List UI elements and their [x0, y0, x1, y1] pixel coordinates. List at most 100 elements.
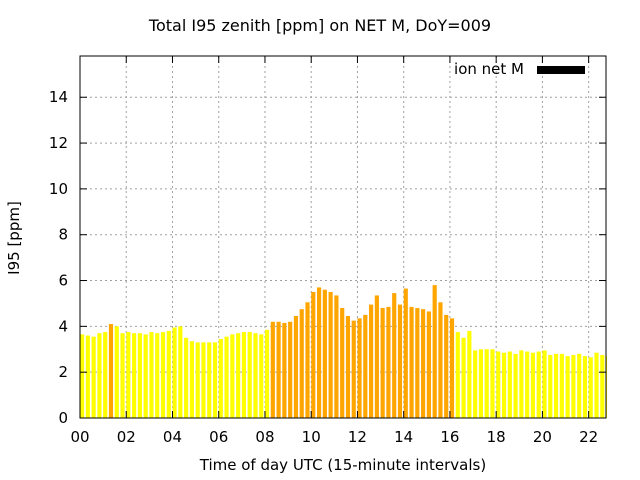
bar — [421, 309, 426, 418]
bar — [588, 357, 593, 418]
legend-label: ion net M — [454, 60, 524, 78]
bar — [444, 314, 449, 418]
y-axis-label: I95 [ppm] — [5, 201, 23, 275]
bar — [397, 304, 403, 418]
bar — [392, 293, 397, 418]
bar — [582, 356, 588, 418]
bar — [449, 318, 455, 418]
bar — [536, 351, 541, 418]
bar — [426, 311, 431, 418]
x-tick-label: 00 — [70, 428, 89, 446]
legend-swatch — [537, 66, 585, 74]
bar — [270, 321, 275, 418]
chart-title: Total I95 zenith [ppm] on NET M, DoY=009 — [148, 16, 492, 35]
bar — [207, 342, 212, 418]
bar — [600, 354, 605, 418]
bar — [409, 306, 414, 418]
bar — [143, 334, 148, 418]
y-tick-label: 2 — [58, 363, 68, 381]
bar — [403, 288, 408, 418]
x-tick-label: 18 — [487, 428, 506, 446]
bar — [224, 336, 229, 418]
bar — [149, 332, 154, 418]
bar — [184, 337, 189, 418]
bar — [241, 332, 247, 418]
bar — [484, 349, 489, 418]
bar — [565, 356, 570, 418]
x-tick-label: 20 — [533, 428, 552, 446]
bar — [496, 351, 501, 418]
bars — [80, 285, 607, 418]
bar — [236, 333, 241, 418]
bar — [293, 316, 299, 418]
plot-border — [79, 55, 607, 419]
bar — [519, 350, 524, 418]
bar — [577, 353, 582, 418]
bar — [594, 352, 599, 418]
bar — [155, 333, 160, 418]
bar — [507, 351, 512, 418]
bar — [120, 333, 125, 418]
bar — [473, 350, 478, 418]
bar — [559, 353, 564, 418]
bar — [97, 333, 102, 418]
y-tick-label: 14 — [49, 88, 68, 106]
bar — [571, 354, 576, 418]
y-tick-label: 4 — [58, 317, 68, 335]
x-tick-label: 02 — [117, 428, 136, 446]
x-tick-label: 14 — [394, 428, 413, 446]
bar — [85, 335, 90, 418]
bar — [363, 314, 368, 418]
x-tick-label: 06 — [209, 428, 228, 446]
x-tick-label: 16 — [440, 428, 459, 446]
bar — [478, 349, 483, 418]
bar — [490, 349, 495, 418]
bar — [328, 291, 333, 418]
y-tick-label: 6 — [58, 272, 68, 290]
y-tick-label: 12 — [49, 134, 68, 152]
bar — [380, 308, 385, 418]
x-tick-label: 04 — [163, 428, 182, 446]
bar — [548, 354, 553, 418]
bar — [230, 334, 235, 418]
bar — [340, 308, 345, 418]
bar — [316, 287, 322, 418]
bar — [264, 329, 270, 418]
y-tick-label: 10 — [49, 180, 68, 198]
bar — [513, 353, 518, 418]
x-tick-label: 10 — [302, 428, 321, 446]
bar — [91, 336, 96, 418]
bar — [132, 333, 137, 418]
x-tick-label: 12 — [348, 428, 367, 446]
bar — [288, 321, 293, 418]
bar — [553, 353, 559, 418]
x-tick-label: 08 — [255, 428, 274, 446]
bar — [195, 342, 200, 418]
bar — [345, 316, 351, 418]
bar — [218, 338, 223, 418]
bar — [461, 337, 466, 418]
bar — [455, 332, 460, 418]
bar — [126, 332, 131, 418]
bar — [160, 332, 166, 418]
bar — [108, 324, 114, 418]
bar — [501, 352, 507, 418]
bar — [114, 326, 119, 418]
bar — [305, 302, 310, 418]
bar — [201, 342, 206, 418]
bar — [357, 318, 362, 418]
bar — [415, 308, 420, 418]
bar — [525, 351, 530, 418]
bar — [311, 291, 316, 418]
bar — [259, 334, 264, 418]
bar — [103, 332, 108, 418]
x-tick-label: 22 — [579, 428, 598, 446]
bar — [374, 295, 379, 418]
y-tick-label: 0 — [58, 409, 68, 427]
bar — [276, 321, 281, 418]
bar — [467, 330, 472, 418]
bar — [282, 322, 287, 418]
